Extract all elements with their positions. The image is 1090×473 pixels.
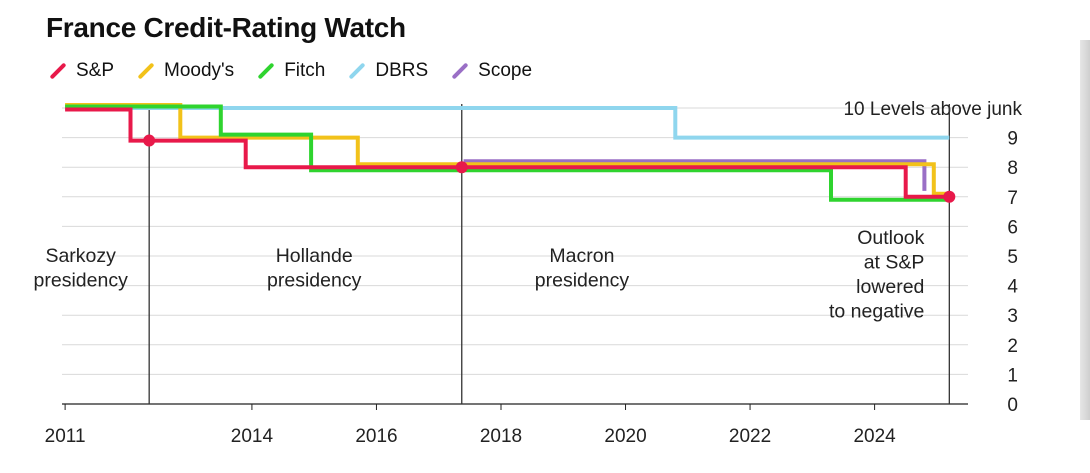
x-tick-label: 2014 bbox=[231, 426, 274, 447]
series-line-sp bbox=[65, 107, 950, 199]
chart-title: France Credit-Rating Watch bbox=[46, 12, 406, 43]
legend-item-scope: Scope bbox=[450, 60, 532, 82]
legend-item-sp: S&P bbox=[48, 60, 114, 82]
y-tick-label: 5 bbox=[1007, 247, 1018, 268]
y-tick-label: 3 bbox=[1007, 306, 1018, 327]
window-edge bbox=[1080, 40, 1090, 420]
rating-marker bbox=[455, 161, 468, 174]
x-tick-label: 2018 bbox=[480, 426, 522, 447]
y-tick-label: 4 bbox=[1007, 277, 1018, 298]
legend: S&P Moody's Fitch DBRS Scope bbox=[48, 60, 532, 82]
y-tick-label: 1 bbox=[1007, 365, 1018, 386]
y-tick-label: 8 bbox=[1007, 158, 1018, 179]
y-top-label: 10 Levels above junk bbox=[843, 99, 1022, 120]
legend-label-dbrs: DBRS bbox=[375, 60, 429, 81]
legend-label-sp: S&P bbox=[76, 60, 115, 81]
annotation: Macron presidency bbox=[535, 245, 630, 292]
y-tick-label: 0 bbox=[1007, 395, 1018, 416]
legend-item-fitch: Fitch bbox=[256, 60, 325, 82]
x-tick-label: 2011 bbox=[45, 426, 86, 447]
rating-marker bbox=[143, 134, 156, 147]
legend-item-moodys: Moody's bbox=[136, 60, 234, 82]
series-line-fitch bbox=[65, 104, 950, 202]
x-tick-label: 2022 bbox=[729, 426, 771, 447]
annotation: Sarkozy presidency bbox=[34, 245, 129, 292]
y-tick-label: 2 bbox=[1007, 336, 1018, 357]
legend-item-dbrs: DBRS bbox=[347, 60, 428, 82]
series-line-dbrs bbox=[65, 106, 950, 140]
legend-label-scope: Scope bbox=[478, 60, 533, 81]
legend-label-fitch: Fitch bbox=[284, 60, 326, 81]
x-tick-label: 2020 bbox=[604, 426, 646, 447]
series-line-moodys bbox=[65, 103, 950, 196]
x-tick-label: 2024 bbox=[853, 426, 896, 447]
legend-label-moodys: Moody's bbox=[164, 60, 235, 81]
annotation: Outlook at S&P lowered to negative bbox=[829, 227, 925, 323]
y-tick-label: 7 bbox=[1007, 188, 1018, 209]
y-tick-label: 9 bbox=[1007, 129, 1018, 150]
x-tick-label: 2016 bbox=[355, 426, 397, 447]
rating-marker bbox=[943, 190, 956, 203]
y-tick-label: 6 bbox=[1007, 217, 1018, 238]
series-line-scope bbox=[463, 159, 927, 191]
annotation: Hollande presidency bbox=[267, 245, 362, 292]
